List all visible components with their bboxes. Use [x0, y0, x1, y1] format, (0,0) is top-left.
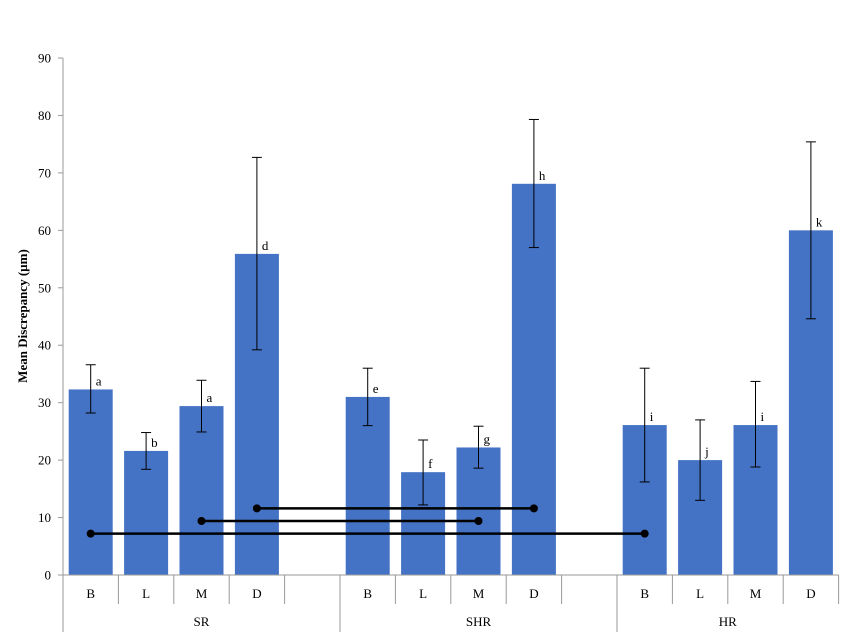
- x-category-label: B: [640, 586, 649, 601]
- y-tick-label: 0: [45, 568, 52, 583]
- x-axis: B L M D SR B L M D SHR B L M D HR: [62, 574, 840, 632]
- significance-letter: g: [484, 431, 491, 446]
- x-category-label: D: [252, 586, 261, 601]
- comparison-connectors: [86, 504, 649, 538]
- x-category-label: M: [750, 586, 762, 601]
- axes: 0 10 20 30 40 50 60 70 80 90: [38, 51, 64, 583]
- y-axis-label: Mean Discrepancy (µm): [15, 249, 30, 383]
- bar-shr-m: [456, 447, 501, 575]
- y-tick-label: 80: [38, 108, 51, 123]
- x-group-label: SR: [194, 614, 210, 629]
- connector-dot: [252, 504, 261, 513]
- bar-sr-b: [68, 389, 113, 575]
- x-category-label: M: [196, 586, 208, 601]
- connector-dot: [474, 517, 483, 526]
- bar-sr-l: [124, 450, 169, 575]
- x-category-label: L: [142, 586, 150, 601]
- significance-letter: a: [207, 390, 213, 405]
- x-category-label: L: [696, 586, 704, 601]
- y-tick-label: 10: [38, 510, 51, 525]
- x-category-label: B: [86, 586, 95, 601]
- x-group-label: SHR: [466, 614, 492, 629]
- connector-dot: [529, 504, 538, 513]
- bar-sr-m: [179, 406, 224, 575]
- connector-dot: [640, 529, 649, 538]
- x-category-label: L: [419, 586, 427, 601]
- error-bars: [85, 118, 816, 506]
- x-category-label: D: [529, 586, 538, 601]
- significance-letter: f: [428, 456, 433, 471]
- connector-dot: [86, 529, 95, 538]
- significance-letter: a: [96, 373, 102, 388]
- significance-letter: e: [373, 381, 379, 396]
- x-category-label: D: [806, 586, 815, 601]
- significance-letter: d: [262, 238, 269, 253]
- x-group-label: HR: [719, 614, 737, 629]
- x-category-label: M: [473, 586, 485, 601]
- x-category-label: B: [363, 586, 372, 601]
- y-tick-label: 60: [38, 223, 51, 238]
- y-tick-label: 20: [38, 453, 51, 468]
- significance-letter: i: [761, 409, 765, 424]
- significance-letter: j: [704, 444, 709, 459]
- significance-letter: h: [539, 168, 546, 183]
- significance-letters: a b a d e f g h i j i k: [96, 168, 823, 471]
- connector-dot: [197, 517, 206, 526]
- bars: [68, 183, 833, 576]
- significance-letter: k: [816, 214, 823, 229]
- significance-letter: b: [151, 435, 158, 450]
- bar-shr-b: [345, 396, 390, 575]
- y-tick-label: 50: [38, 280, 51, 295]
- y-tick-label: 40: [38, 338, 51, 353]
- y-tick-label: 90: [38, 51, 51, 66]
- significance-letter: i: [650, 409, 654, 424]
- y-tick-label: 30: [38, 395, 51, 410]
- y-tick-label: 70: [38, 165, 51, 180]
